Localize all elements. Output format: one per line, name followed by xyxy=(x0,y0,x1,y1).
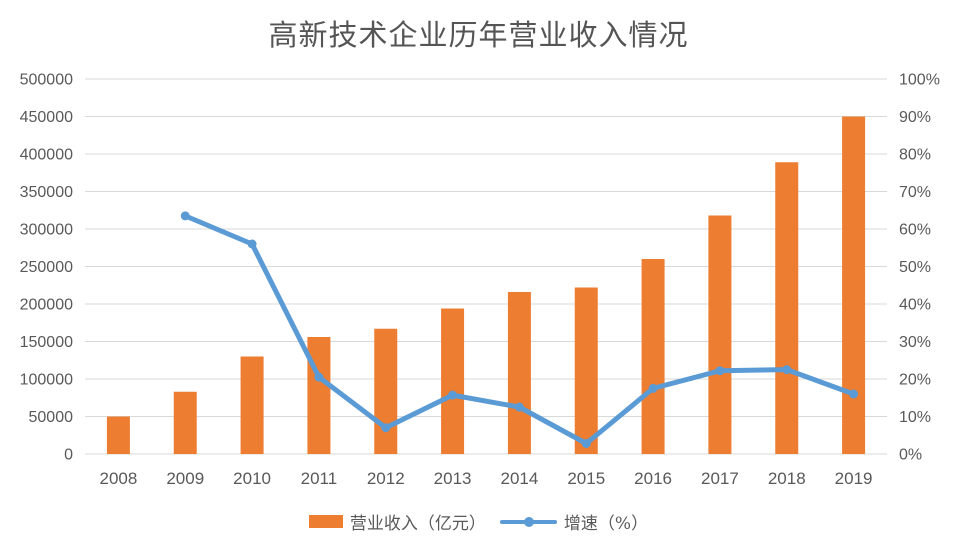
x-axis-tick: 2019 xyxy=(835,469,873,488)
left-axis-tick: 350000 xyxy=(20,184,73,201)
right-axis-tick: 80% xyxy=(899,147,931,164)
revenue-bar-2008[interactable] xyxy=(106,416,130,455)
right-axis-tick: 60% xyxy=(899,222,931,239)
right-axis-tick: 90% xyxy=(899,109,931,126)
legend-item-revenue[interactable]: 营业收入（亿元） xyxy=(308,509,486,534)
left-axis-tick: 250000 xyxy=(20,259,73,276)
x-axis-tick: 2013 xyxy=(434,469,472,488)
x-axis-tick: 2010 xyxy=(233,469,271,488)
growth-swatch-icon xyxy=(499,516,557,527)
x-axis-tick: 2018 xyxy=(768,469,806,488)
x-axis-tick: 2012 xyxy=(367,469,405,488)
left-axis-tick: 150000 xyxy=(20,334,73,351)
right-axis-tick: 100% xyxy=(899,72,940,89)
revenue-bar-2012[interactable] xyxy=(374,328,398,454)
left-axis-tick: 400000 xyxy=(20,147,73,164)
revenue-bar-2016[interactable] xyxy=(641,259,665,454)
growth-marker-2010[interactable] xyxy=(247,239,257,249)
revenue-bar-2018[interactable] xyxy=(775,162,799,454)
legend-item-growth[interactable]: 增速（%） xyxy=(499,509,649,534)
revenue-bar-2017[interactable] xyxy=(708,215,732,455)
left-axis-tick: 0 xyxy=(64,447,73,464)
growth-marker-2017[interactable] xyxy=(715,366,725,376)
revenue-bar-2010[interactable] xyxy=(240,356,264,455)
left-axis-tick: 500000 xyxy=(20,72,73,89)
revenue-bar-2009[interactable] xyxy=(173,391,197,454)
right-axis-tick: 70% xyxy=(899,184,931,201)
right-axis-tick: 30% xyxy=(899,334,931,351)
x-axis-tick: 2008 xyxy=(100,469,138,488)
x-axis-tick: 2014 xyxy=(501,469,539,488)
revenue-bar-2014[interactable] xyxy=(507,292,531,454)
x-axis-tick: 2015 xyxy=(567,469,605,488)
growth-marker-2012[interactable] xyxy=(381,423,391,433)
growth-marker-2018[interactable] xyxy=(782,365,792,375)
growth-marker-2015[interactable] xyxy=(581,439,591,448)
left-axis-tick: 200000 xyxy=(20,297,73,314)
left-axis-tick: 100000 xyxy=(20,372,73,389)
x-axis-tick: 2017 xyxy=(701,469,739,488)
revenue-bar-2013[interactable] xyxy=(441,308,465,455)
growth-marker-2011[interactable] xyxy=(314,372,324,382)
growth-marker-2009[interactable] xyxy=(180,211,190,221)
revenue-bar-2019[interactable] xyxy=(842,116,866,455)
left-axis-tick: 450000 xyxy=(20,109,73,126)
chart-title: 高新技术企业历年营业收入情况 xyxy=(268,18,689,52)
right-axis-tick: 50% xyxy=(899,259,931,276)
revenue-bar-2015[interactable] xyxy=(574,287,598,455)
left-axis-tick: 50000 xyxy=(29,409,74,426)
x-axis-tick: 2011 xyxy=(301,469,338,488)
right-axis-tick: 0% xyxy=(899,447,922,464)
right-axis-tick: 10% xyxy=(899,409,931,426)
growth-marker-2019[interactable] xyxy=(849,389,859,399)
x-axis-tick: 2009 xyxy=(166,469,204,488)
revenue-swatch-icon xyxy=(308,515,343,528)
growth-marker-2014[interactable] xyxy=(514,402,524,412)
legend: 营业收入（亿元） 增速（%） xyxy=(0,509,957,534)
revenue-bar-2011[interactable] xyxy=(307,337,331,454)
legend-label-growth: 增速（%） xyxy=(563,514,649,534)
growth-marker-2016[interactable] xyxy=(648,383,658,393)
growth-marker-2013[interactable] xyxy=(448,390,458,400)
right-axis-tick: 20% xyxy=(899,372,931,389)
x-axis-tick: 2016 xyxy=(634,469,672,488)
legend-label-revenue: 营业收入（亿元） xyxy=(349,514,486,534)
left-axis-tick: 300000 xyxy=(20,222,73,239)
right-axis-tick: 40% xyxy=(899,297,931,314)
